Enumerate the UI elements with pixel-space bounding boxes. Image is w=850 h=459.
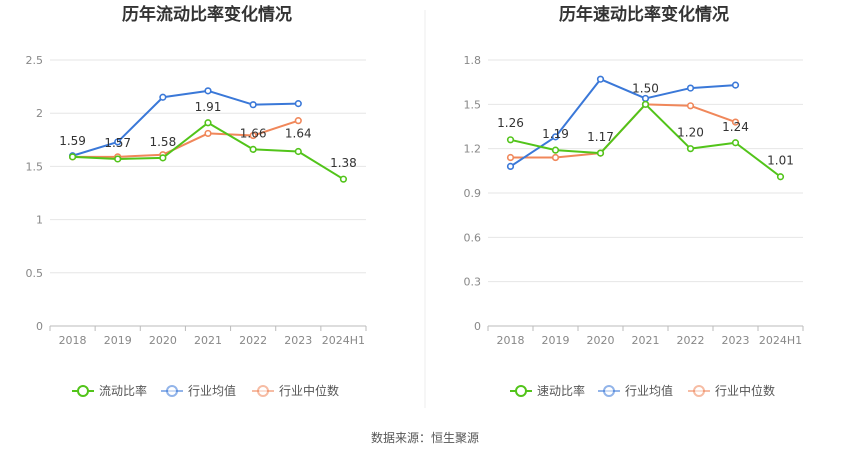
data-point	[686, 102, 695, 110]
data-point	[204, 119, 212, 127]
x-tick-label: 2020	[149, 334, 177, 347]
data-label: 1.26	[497, 116, 524, 130]
data-point	[506, 162, 515, 170]
x-tick-label: 2018	[497, 334, 525, 347]
x-tick-label: 2018	[59, 334, 87, 347]
y-tick-label: 0	[474, 320, 481, 333]
legend-label: 行业均值	[188, 383, 236, 398]
data-point	[249, 131, 257, 140]
chart-title: 历年流动比率变化情况	[122, 4, 292, 25]
legend-swatch-marker	[603, 385, 615, 397]
data-label: 1.58	[149, 135, 176, 149]
data-point	[776, 173, 785, 181]
x-tick-label: 2023	[722, 334, 750, 347]
data-label: 1.01	[767, 154, 794, 168]
x-tick-label: 2022	[677, 334, 705, 347]
data-point	[731, 118, 740, 126]
x-tick-label: 2024H1	[759, 334, 802, 347]
y-tick-label: 0.6	[464, 231, 482, 244]
data-point	[294, 147, 302, 156]
data-point	[159, 93, 167, 101]
y-tick-label: 2	[36, 107, 43, 120]
data-point	[68, 153, 77, 161]
data-label: 1.50	[632, 81, 659, 95]
data-label: 1.17	[587, 130, 614, 144]
data-point	[596, 149, 605, 157]
x-tick-label: 2020	[587, 334, 615, 347]
y-tick-label: 1.5	[26, 160, 44, 173]
x-tick-label: 2023	[284, 334, 312, 347]
data-point	[114, 155, 122, 163]
legend-label: 行业中位数	[715, 383, 775, 398]
legend-swatch-marker	[257, 385, 269, 397]
y-tick-label: 0.3	[464, 276, 482, 289]
data-point	[294, 117, 302, 125]
x-tick-label: 2021	[632, 334, 660, 347]
legend-label: 行业均值	[625, 383, 673, 398]
legend-swatch-marker	[77, 385, 89, 397]
data-label: 1.59	[59, 134, 86, 148]
data-label: 1.57	[104, 136, 131, 150]
data-label: 1.20	[677, 126, 704, 140]
data-point	[294, 100, 302, 108]
data-point	[686, 145, 695, 153]
data-point	[641, 94, 650, 103]
x-tick-label: 2019	[542, 334, 570, 347]
x-tick-label: 2022	[239, 334, 267, 347]
legend-label: 流动比率	[99, 383, 147, 398]
data-point	[641, 100, 650, 108]
data-point	[551, 146, 560, 154]
data-point	[249, 101, 257, 109]
series-line-2	[509, 78, 736, 168]
data-point	[506, 153, 515, 162]
data-point	[249, 145, 257, 153]
data-label: 1.64	[285, 127, 312, 141]
legend-label: 速动比率	[537, 383, 585, 398]
data-point	[731, 139, 740, 147]
x-tick-label: 2021	[194, 334, 222, 347]
legend-swatch-marker	[515, 385, 527, 397]
data-point	[159, 154, 167, 162]
y-tick-label: 0.9	[464, 187, 482, 200]
x-tick-label: 2024H1	[322, 334, 365, 347]
data-point	[339, 175, 348, 183]
y-tick-label: 2.5	[26, 54, 44, 67]
data-label: 1.24	[722, 120, 749, 134]
data-point	[204, 129, 212, 138]
data-label: 1.19	[542, 127, 569, 141]
y-tick-label: 0.5	[26, 267, 44, 280]
data-label: 1.38	[330, 156, 357, 170]
data-source-note: 数据来源：恒生聚源	[370, 431, 479, 445]
x-tick-label: 2019	[104, 334, 132, 347]
data-point	[506, 136, 515, 144]
y-tick-label: 1.8	[464, 54, 482, 67]
data-label: 1.66	[240, 126, 267, 140]
data-point	[686, 84, 695, 92]
legend-swatch-marker	[166, 385, 178, 397]
data-point	[551, 153, 560, 162]
y-tick-label: 1	[36, 214, 43, 227]
data-point	[114, 138, 122, 146]
series-line-2	[72, 89, 299, 157]
data-point	[596, 75, 605, 83]
chart-panel-2: 历年速动比率变化情况 0 0.3 0.6 0.9 1.2 1.5 1.8 2018 2019 202…	[464, 4, 804, 398]
chart-panel-1: 历年流动比率变化情况 0 0.5 1 1.5 2 2.5 2018 2019 2020 2021 20…	[26, 4, 367, 398]
legend-label: 行业中位数	[279, 383, 339, 398]
data-point	[551, 133, 560, 141]
data-point	[731, 81, 740, 89]
legend-swatch-marker	[693, 385, 705, 397]
y-tick-label: 0	[36, 320, 43, 333]
y-tick-label: 1.5	[464, 98, 482, 111]
series-line-3	[72, 119, 299, 158]
data-point	[204, 87, 212, 95]
chart-title: 历年速动比率变化情况	[559, 4, 729, 25]
y-tick-label: 1.2	[464, 143, 482, 156]
data-label: 1.91	[195, 100, 222, 114]
